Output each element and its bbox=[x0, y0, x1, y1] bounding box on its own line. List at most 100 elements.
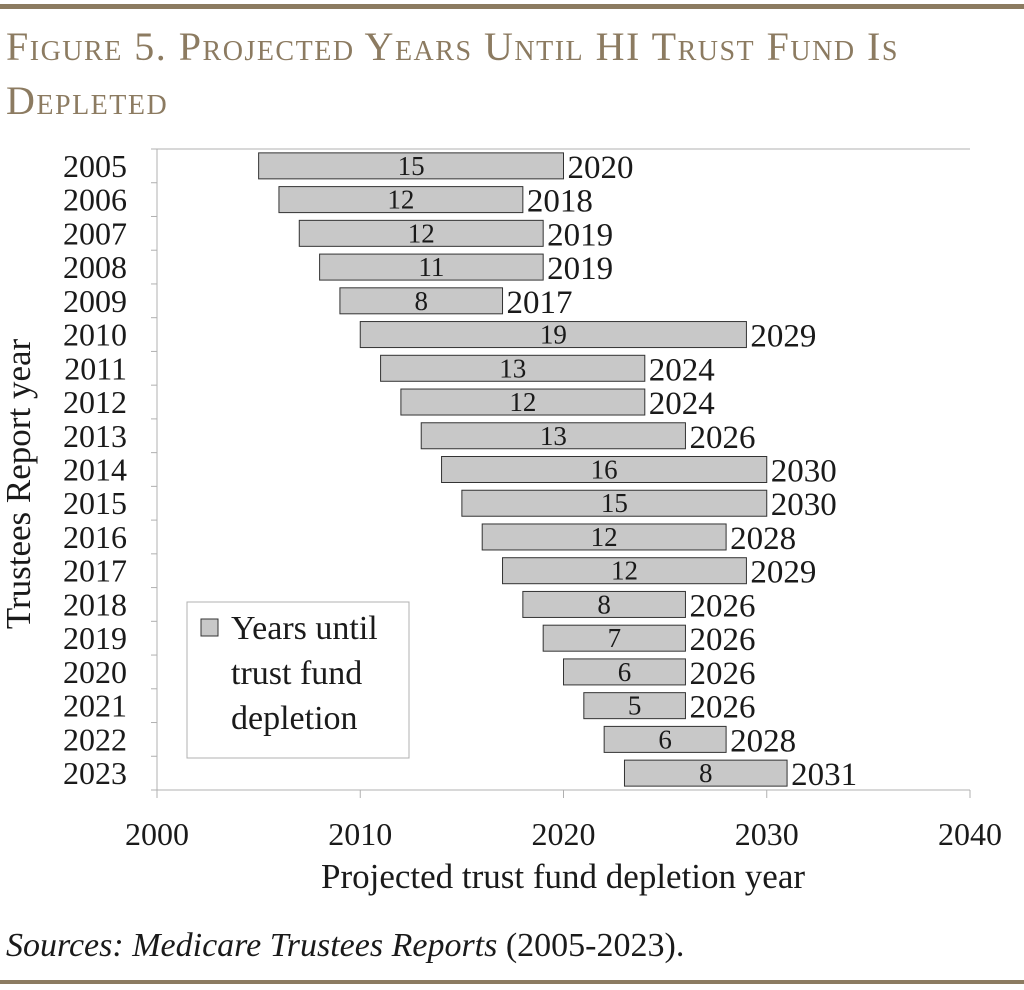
bar-value-label: 8 bbox=[597, 589, 611, 619]
y-tick-label: 2020 bbox=[63, 654, 127, 690]
chart-legend: Years until trust fund depletion bbox=[186, 601, 410, 759]
depletion-year-label: 2019 bbox=[547, 217, 613, 253]
y-tick-label: 2023 bbox=[63, 755, 127, 791]
bar-value-label: 12 bbox=[387, 185, 414, 215]
legend-label: Years until bbox=[231, 610, 378, 647]
y-tick-label: 2022 bbox=[63, 721, 127, 757]
bar bbox=[502, 557, 747, 585]
bar-value-label: 12 bbox=[509, 387, 536, 417]
y-tick-label: 2014 bbox=[63, 452, 127, 488]
bar bbox=[481, 523, 727, 551]
x-tick-label: 2010 bbox=[328, 816, 392, 852]
depletion-year-label: 2028 bbox=[730, 521, 796, 557]
bar bbox=[603, 725, 727, 753]
sources-name: Medicare Trustees Reports bbox=[132, 927, 498, 964]
bar bbox=[420, 422, 686, 450]
bar-value-label: 6 bbox=[618, 657, 632, 687]
depletion-year-label: 2031 bbox=[791, 757, 857, 793]
bar-value-label: 12 bbox=[408, 218, 435, 248]
bar bbox=[563, 658, 686, 686]
bar bbox=[278, 186, 524, 214]
top-rule bbox=[0, 4, 1024, 9]
bar-value-label: 12 bbox=[611, 556, 638, 586]
legend-label: depletion bbox=[231, 700, 358, 737]
bar-value-label: 15 bbox=[601, 488, 628, 518]
depletion-year-label: 2030 bbox=[771, 454, 837, 490]
chart-bars bbox=[258, 152, 788, 787]
bar-value-label: 6 bbox=[658, 724, 672, 754]
legend-swatch bbox=[200, 618, 219, 637]
bottom-rule bbox=[0, 980, 1024, 984]
bar-value-label: 7 bbox=[608, 623, 622, 653]
depletion-year-label: 2024 bbox=[649, 352, 715, 388]
bar bbox=[522, 590, 686, 618]
bar bbox=[441, 456, 768, 483]
bar bbox=[400, 388, 646, 416]
y-tick-label: 2015 bbox=[63, 485, 127, 521]
bar bbox=[359, 321, 747, 349]
bar bbox=[298, 219, 544, 247]
depletion-year-label: 2026 bbox=[689, 656, 755, 692]
y-tick-label: 2008 bbox=[63, 249, 127, 285]
depletion-year-label: 2026 bbox=[689, 690, 755, 726]
y-tick-label: 2021 bbox=[63, 688, 127, 724]
sources-note: Sources: Medicare Trustees Reports (2005… bbox=[6, 927, 684, 965]
bar bbox=[583, 692, 686, 720]
depletion-year-label: 2030 bbox=[771, 487, 837, 523]
bar-value-label: 15 bbox=[398, 151, 425, 181]
bar-value-label: 5 bbox=[628, 691, 642, 721]
x-axis-title: Projected trust fund depletion year bbox=[321, 857, 805, 896]
y-tick-label: 2017 bbox=[63, 553, 127, 589]
figure-title: Figure 5. Projected Years Until HI Trust… bbox=[6, 24, 899, 123]
bar-value-label: 12 bbox=[591, 522, 618, 552]
depletion-year-label: 2020 bbox=[568, 150, 634, 186]
depletion-year-label: 2018 bbox=[527, 184, 593, 220]
bar bbox=[542, 624, 686, 652]
chart-labels: 2000 2010 2020 2030 2040 Projected trust fund… bbox=[0, 148, 1002, 896]
depletion-year-label: 2029 bbox=[750, 319, 816, 355]
y-tick-label: 2009 bbox=[63, 283, 127, 319]
y-tick-label: 2010 bbox=[63, 317, 127, 353]
bar bbox=[380, 354, 646, 382]
bar bbox=[339, 287, 504, 315]
bar-value-label: 8 bbox=[699, 758, 713, 788]
y-tick-label: 2013 bbox=[63, 418, 127, 454]
depletion-year-label: 2017 bbox=[507, 285, 573, 321]
bar-value-label: 13 bbox=[540, 421, 567, 451]
x-tick-label: 2030 bbox=[735, 816, 799, 852]
x-tick-label: 2000 bbox=[125, 816, 189, 852]
y-tick-label: 2011 bbox=[64, 350, 127, 386]
bar-value-label: 13 bbox=[499, 353, 526, 383]
x-tick-label: 2040 bbox=[938, 816, 1002, 852]
chart-axes bbox=[151, 148, 971, 798]
depletion-year-label: 2026 bbox=[689, 588, 755, 624]
bar-value-label: 16 bbox=[591, 455, 618, 485]
y-axis-title: Trustees Report year bbox=[0, 338, 38, 629]
y-tick-label: 2016 bbox=[63, 519, 127, 555]
y-tick-label: 2012 bbox=[63, 384, 127, 420]
y-tick-label: 2018 bbox=[63, 586, 127, 622]
legend-label: trust fund bbox=[231, 655, 362, 692]
bar bbox=[623, 759, 788, 787]
y-tick-label: 2005 bbox=[63, 148, 127, 184]
depletion-year-label: 2024 bbox=[649, 386, 715, 422]
x-tick-label: 2020 bbox=[532, 816, 596, 852]
bar bbox=[319, 253, 544, 281]
depletion-year-label: 2028 bbox=[730, 723, 796, 759]
sources-suffix: (2005-2023). bbox=[497, 927, 685, 964]
legend-box bbox=[186, 601, 410, 759]
y-tick-label: 2007 bbox=[63, 215, 127, 251]
y-tick-label: 2019 bbox=[63, 620, 127, 656]
bar-value-label: 19 bbox=[540, 320, 567, 350]
depletion-year-label: 2026 bbox=[689, 420, 755, 456]
y-tick-label: 2006 bbox=[63, 182, 127, 218]
depletion-year-label: 2019 bbox=[547, 251, 613, 287]
bar-value-label: 8 bbox=[414, 286, 428, 316]
depletion-year-label: 2029 bbox=[750, 555, 816, 591]
bar bbox=[258, 152, 564, 180]
bar-value-label: 11 bbox=[418, 252, 444, 282]
sources-prefix: Sources: bbox=[6, 927, 133, 964]
depletion-year-label: 2026 bbox=[689, 622, 755, 658]
bar bbox=[461, 489, 768, 517]
